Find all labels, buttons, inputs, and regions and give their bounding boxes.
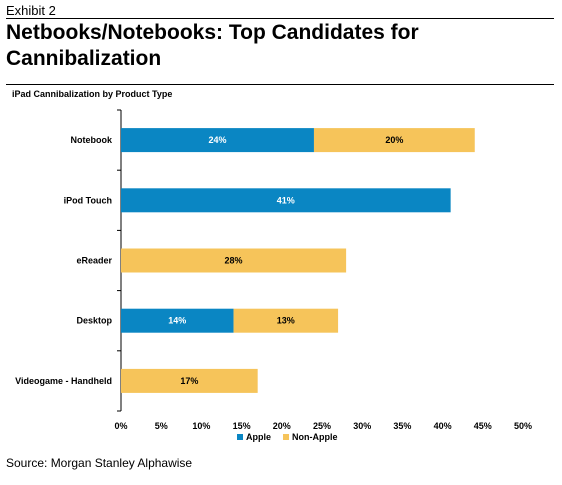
x-tick-label: 0% xyxy=(114,421,127,431)
legend-swatch xyxy=(237,434,243,440)
x-tick-label: 35% xyxy=(393,421,411,431)
bar-segment xyxy=(121,308,234,333)
category-label: Notebook xyxy=(71,135,113,145)
legend-label: Non-Apple xyxy=(292,432,338,442)
bar-segment xyxy=(121,248,347,273)
x-tick-label: 30% xyxy=(353,421,371,431)
top-rule xyxy=(6,18,554,19)
data-label: 24% xyxy=(208,135,226,145)
source-note: Source: Morgan Stanley Alphawise xyxy=(6,456,193,470)
x-tick-label: 25% xyxy=(313,421,331,431)
bar-segment xyxy=(121,368,258,393)
data-label: 41% xyxy=(277,195,295,205)
x-tick-label: 5% xyxy=(155,421,168,431)
data-label: 28% xyxy=(225,256,243,266)
bar-segment xyxy=(313,128,475,153)
data-label: 13% xyxy=(277,316,295,326)
data-label: 20% xyxy=(385,135,403,145)
x-tick-label: 10% xyxy=(192,421,210,431)
data-label: 17% xyxy=(180,376,198,386)
chart-title: iPad Cannibalization by Product Type xyxy=(12,89,173,99)
x-tick-label: 40% xyxy=(434,421,452,431)
bar-segment xyxy=(121,128,314,153)
category-label: eReader xyxy=(76,256,112,266)
x-tick-label: 15% xyxy=(233,421,251,431)
category-label: iPod Touch xyxy=(64,195,112,205)
exhibit-label: Exhibit 2 xyxy=(6,3,56,18)
chart-svg: 0% 5% 10% 15% 20% 25% 30% 35% 40% 45% 50% Notebook 2… xyxy=(15,109,532,442)
x-tick-label: 20% xyxy=(273,421,291,431)
data-label: 14% xyxy=(168,316,186,326)
legend-swatch xyxy=(283,434,290,440)
category-label: Desktop xyxy=(76,316,112,326)
legend-label: Apple xyxy=(246,432,271,442)
x-tick-label: 45% xyxy=(474,421,492,431)
bar-segment xyxy=(121,188,451,213)
x-tick-label: 50% xyxy=(514,421,532,431)
bar-segment xyxy=(233,308,339,333)
title-rule xyxy=(6,84,554,85)
page-title: Netbooks/Notebooks: Top Candidates for C… xyxy=(6,21,419,70)
category-label: Videogame - Handheld xyxy=(15,376,112,386)
